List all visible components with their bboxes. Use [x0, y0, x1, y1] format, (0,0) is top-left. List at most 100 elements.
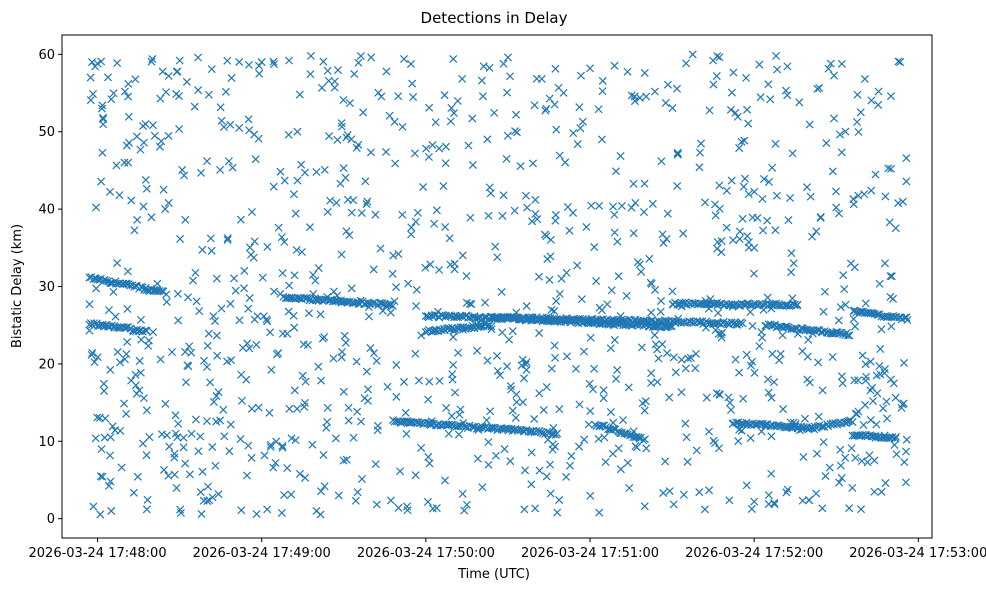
data-point — [456, 323, 465, 332]
data-point — [350, 69, 359, 79]
data-point — [607, 286, 616, 295]
data-point — [506, 457, 515, 466]
data-point — [764, 491, 773, 500]
data-point — [147, 57, 156, 66]
data-point — [677, 355, 686, 364]
x-tick-label: 2026-03-24 17:51:00 — [521, 546, 659, 561]
data-point — [190, 102, 199, 111]
data-point — [783, 62, 792, 71]
data-point — [196, 432, 205, 441]
data-point — [197, 509, 206, 519]
data-point — [485, 321, 494, 330]
data-point — [271, 458, 280, 467]
data-point — [161, 205, 170, 214]
data-point — [139, 394, 148, 403]
data-point — [204, 90, 213, 99]
data-point — [817, 422, 826, 431]
data-point — [364, 312, 374, 321]
data-point — [253, 312, 262, 321]
data-point — [185, 470, 194, 479]
data-point — [562, 268, 571, 277]
data-point — [171, 411, 180, 420]
data-point — [136, 145, 145, 154]
data-point — [223, 56, 232, 65]
data-point — [800, 414, 810, 423]
data-point — [178, 165, 187, 174]
data-point — [818, 386, 827, 395]
data-point — [312, 167, 321, 176]
data-point — [586, 491, 595, 500]
data-point — [679, 229, 688, 238]
data-point — [781, 86, 790, 95]
data-point — [898, 400, 907, 409]
data-point — [236, 215, 245, 224]
x-tick-label: 2026-03-24 17:49:00 — [193, 546, 331, 561]
data-point — [734, 437, 743, 446]
data-point — [244, 441, 253, 450]
data-point — [695, 148, 704, 157]
data-point — [520, 505, 529, 514]
data-point — [880, 365, 889, 374]
data-point — [331, 434, 340, 443]
data-point — [478, 483, 487, 492]
data-point — [580, 317, 589, 326]
data-point — [141, 119, 150, 129]
data-point — [812, 489, 821, 498]
data-point — [604, 319, 613, 328]
data-point — [342, 227, 351, 236]
data-point — [366, 148, 375, 157]
data-point — [899, 358, 909, 367]
data-point — [748, 321, 757, 330]
data-point — [804, 496, 813, 505]
data-point — [848, 483, 857, 492]
data-point — [580, 435, 589, 444]
data-point — [608, 425, 617, 434]
data-point — [412, 285, 421, 294]
data-point — [367, 53, 376, 62]
data-point — [93, 275, 102, 284]
data-point — [902, 435, 911, 444]
data-point — [305, 223, 314, 232]
data-point — [498, 211, 507, 220]
data-point — [133, 472, 142, 481]
data-point — [856, 108, 865, 117]
data-point — [444, 429, 453, 438]
data-point — [269, 60, 278, 69]
data-point — [101, 414, 110, 423]
data-point — [203, 497, 212, 506]
x-tick-label: 2026-03-24 17:48:00 — [29, 546, 167, 561]
data-point — [188, 276, 198, 285]
data-point — [727, 176, 736, 185]
data-point — [458, 251, 467, 260]
data-point — [363, 197, 372, 206]
data-point — [404, 279, 413, 288]
data-point — [194, 86, 203, 95]
chart-title: Detections in Delay — [421, 9, 568, 27]
data-point — [258, 273, 267, 282]
data-point — [227, 356, 236, 365]
data-point — [216, 165, 225, 174]
data-point — [156, 355, 165, 364]
data-point — [691, 364, 700, 373]
data-point — [93, 353, 102, 362]
data-point — [585, 379, 594, 388]
data-point — [516, 162, 525, 171]
data-point — [199, 496, 208, 505]
data-point — [650, 331, 659, 340]
data-point — [853, 117, 862, 127]
data-point — [523, 203, 532, 212]
data-point — [812, 449, 822, 458]
data-point — [209, 397, 218, 406]
data-point — [203, 341, 212, 350]
data-point — [688, 50, 697, 59]
data-point — [530, 101, 539, 110]
data-point — [783, 301, 792, 310]
data-point — [283, 464, 292, 473]
data-point — [585, 64, 595, 73]
data-point — [424, 152, 433, 161]
data-point — [435, 376, 444, 385]
data-point — [485, 183, 494, 192]
data-point — [99, 115, 108, 124]
data-point — [902, 447, 911, 456]
data-point — [208, 442, 217, 452]
